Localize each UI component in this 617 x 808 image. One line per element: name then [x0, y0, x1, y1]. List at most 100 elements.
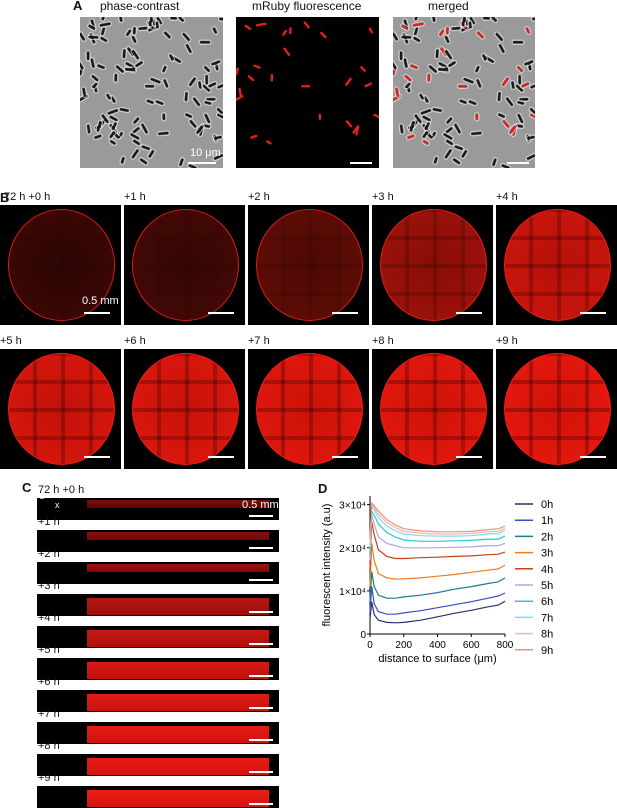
bacterium-cell	[345, 77, 352, 86]
droplet-circle	[504, 353, 611, 465]
bacterium-cell	[238, 87, 242, 97]
scale-bar	[249, 643, 273, 645]
droplet-grid	[381, 354, 486, 464]
bacterium-halo	[526, 60, 533, 72]
bacterium-halo	[162, 77, 170, 89]
bacterium-cell	[393, 32, 398, 41]
bacterium-cell	[461, 150, 468, 158]
droplet-grid	[9, 210, 114, 320]
droplet-circle	[132, 209, 239, 321]
x-tick-label: 800	[497, 640, 514, 651]
bacterium-halo	[117, 17, 124, 24]
bacterium-halo	[443, 48, 454, 61]
bacterium-halo	[130, 147, 141, 160]
bacterium-halo	[138, 157, 149, 166]
side-view-fill	[87, 662, 269, 679]
bacterium-halo	[412, 35, 422, 44]
bacterium-halo	[452, 122, 463, 135]
bacterium-halo	[475, 30, 486, 40]
bacterium-cell	[517, 113, 524, 123]
bacterium-cell	[502, 120, 510, 128]
bacterium-cell	[89, 33, 96, 44]
bacterium-cell	[219, 17, 223, 21]
bacterium-halo	[188, 118, 198, 129]
bacterium-cell	[431, 132, 436, 138]
bacterium-halo	[140, 144, 152, 152]
droplet-circle	[132, 353, 239, 465]
bacterium-cell	[439, 29, 445, 36]
bacterium-halo	[90, 73, 100, 83]
bacterium-cell	[169, 54, 174, 61]
bacterium-cell	[148, 150, 155, 158]
bacterium-cell	[133, 27, 136, 35]
scale-bar	[84, 456, 110, 458]
bacterium-cell	[88, 35, 99, 39]
bacterium-cell	[482, 54, 487, 61]
bacterium-halo	[516, 99, 526, 106]
bacterium-halo	[434, 47, 440, 60]
side-view-fill	[87, 532, 269, 540]
bacterium-cell	[413, 36, 421, 42]
bacterium-cell	[476, 79, 482, 88]
bacterium-cell	[101, 114, 109, 124]
bacterium-halo	[467, 99, 478, 107]
bacterium-cell	[511, 81, 515, 89]
bacterium-cell	[151, 18, 156, 26]
bacterium-halo	[154, 20, 161, 30]
bacterium-halo	[421, 138, 431, 146]
bacterium-halo	[177, 157, 185, 168]
droplet-grid	[381, 210, 486, 320]
bacterium-halo	[161, 112, 167, 122]
bacterium-cell	[433, 157, 438, 164]
bacterium-cell	[100, 36, 108, 42]
scale-bar	[249, 707, 273, 709]
bacterium-halo	[430, 17, 437, 24]
bacterium-halo	[509, 80, 516, 91]
legend-label: 8h	[541, 629, 553, 641]
bacterium-halo	[406, 133, 416, 141]
side-view-image	[37, 530, 279, 552]
timepoint-label: +7 h	[248, 335, 270, 347]
bacterium-halo	[168, 53, 175, 62]
bacterium-halo	[446, 60, 458, 69]
droplet-circle	[8, 209, 115, 321]
bacterium-halo	[398, 50, 404, 62]
bacterium-cell	[497, 92, 501, 102]
bacterium-cell	[109, 115, 118, 122]
bacterium-cell	[133, 139, 140, 145]
bacterium-halo	[93, 133, 103, 141]
bacterium-cell	[468, 100, 477, 105]
legend-label: 3h	[541, 548, 553, 560]
bacterium-cell	[119, 108, 129, 112]
bacterium-cell	[202, 84, 211, 92]
droplet-circle	[256, 209, 363, 321]
timepoint-label: +7 h	[38, 708, 60, 720]
bacterium-cell	[189, 77, 196, 86]
bacterium-cell	[345, 120, 353, 128]
droplet-image	[372, 205, 493, 325]
bacterium-cell	[501, 164, 510, 168]
droplet-circle	[256, 353, 363, 465]
bacterium-cell	[502, 77, 509, 86]
bacterium-halo	[121, 47, 127, 60]
scale-bar	[208, 312, 234, 314]
bacterium-cell	[247, 75, 255, 82]
scale-bar	[332, 312, 358, 314]
bacterium-halo	[203, 112, 212, 125]
legend-label: 9h	[541, 645, 553, 657]
bacterium-halo	[469, 130, 483, 137]
bacterium-cell	[99, 22, 111, 27]
axis-x-label: x	[55, 500, 60, 510]
bacterium-halo	[211, 26, 219, 35]
bacterium-halo	[413, 113, 423, 125]
bacterium-cell	[213, 154, 223, 160]
y-tick-label: 1×10⁴	[339, 587, 366, 598]
bacterium-cell	[188, 164, 197, 168]
bacterium-cell	[301, 84, 311, 88]
bacterium-cell	[164, 31, 171, 39]
bacterium-halo	[162, 30, 173, 40]
panel-a-title-phase: phase-contrast	[100, 0, 180, 13]
bacterium-cell	[148, 17, 153, 27]
bacterium-cell	[132, 50, 139, 60]
bacterium-halo	[80, 93, 89, 103]
